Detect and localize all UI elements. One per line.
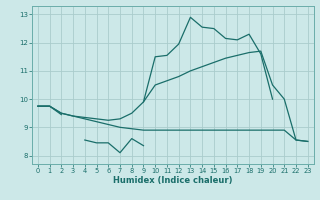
X-axis label: Humidex (Indice chaleur): Humidex (Indice chaleur)	[113, 176, 233, 185]
